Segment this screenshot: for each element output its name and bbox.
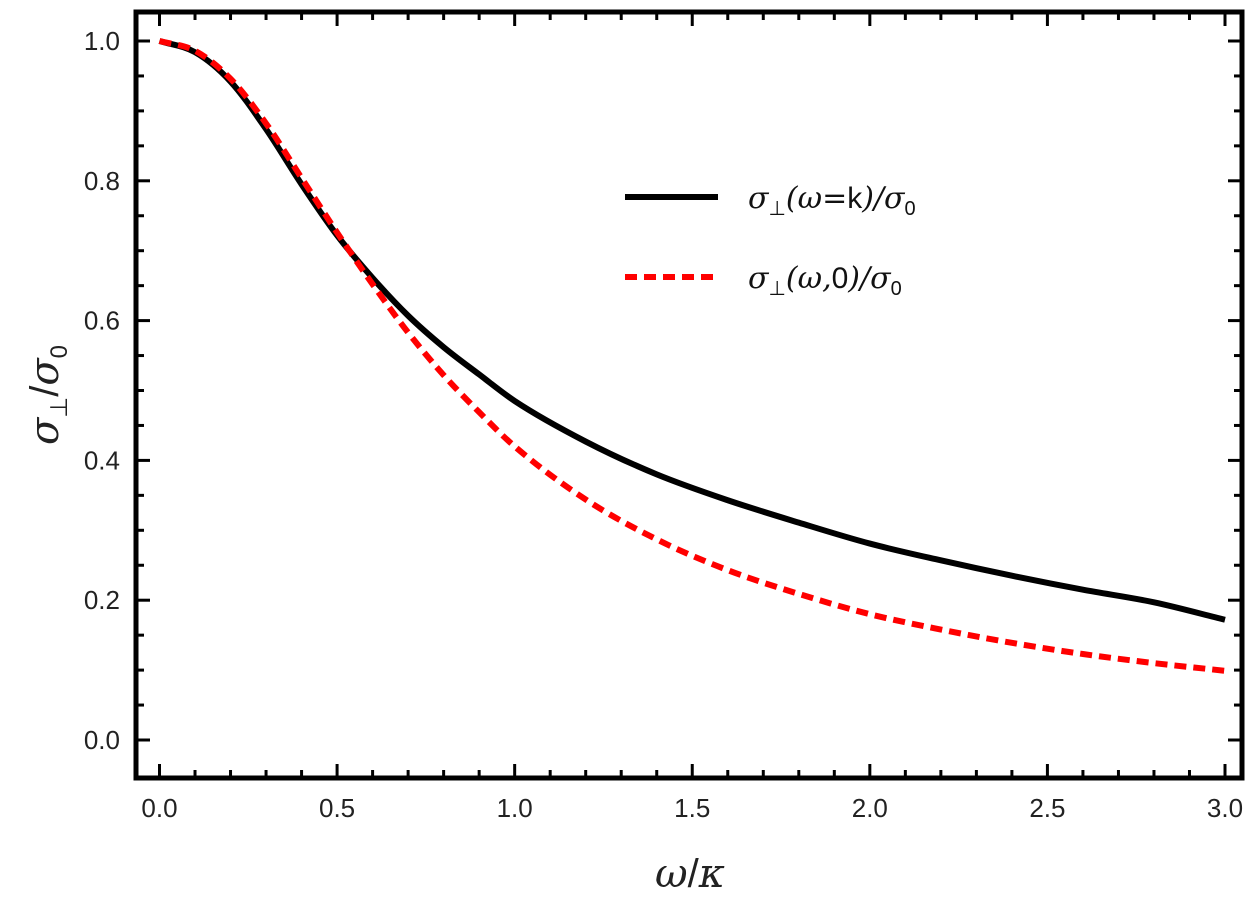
x-tick-label: 0.5 — [319, 793, 355, 823]
y-axis-label: σ⊥/σ0 — [22, 345, 73, 445]
y-tick-label: 0.0 — [84, 725, 120, 755]
y-tick-label: 0.6 — [84, 306, 120, 336]
x-tick-label: 1.5 — [674, 793, 710, 823]
series-lines — [158, 38, 1226, 674]
x-tick-label: 2.5 — [1029, 793, 1065, 823]
x-tick-label: 1.0 — [497, 793, 533, 823]
x-axis-label: ω/κ — [655, 851, 725, 897]
y-tick-labels: 0.0 0.2 0.4 0.6 0.8 1.0 — [84, 26, 120, 755]
x-tick-label: 2.0 — [852, 793, 888, 823]
y-tick-label: 1.0 — [84, 26, 120, 56]
x-tick-label: 3.0 — [1207, 793, 1243, 823]
y-tick-label: 0.2 — [84, 585, 120, 615]
series-line-1 — [158, 38, 1226, 623]
plot-frame — [133, 9, 1245, 781]
x-tick-labels: 0.0 0.5 1.0 1.5 2.0 2.5 3.0 — [141, 793, 1243, 823]
x-tick-label: 0.0 — [141, 793, 177, 823]
series-line-2 — [158, 38, 1226, 674]
legend-entry-1: σ⊥(ω=k)/σ0 — [748, 181, 916, 220]
legend: σ⊥(ω=k)/σ0 σ⊥(ω,0)/σ0 — [625, 181, 916, 300]
y-tick-label: 0.8 — [84, 166, 120, 196]
y-tick-label: 0.4 — [84, 445, 120, 475]
axis-ticks — [136, 12, 1242, 778]
legend-entry-2: σ⊥(ω,0)/σ0 — [748, 261, 902, 300]
